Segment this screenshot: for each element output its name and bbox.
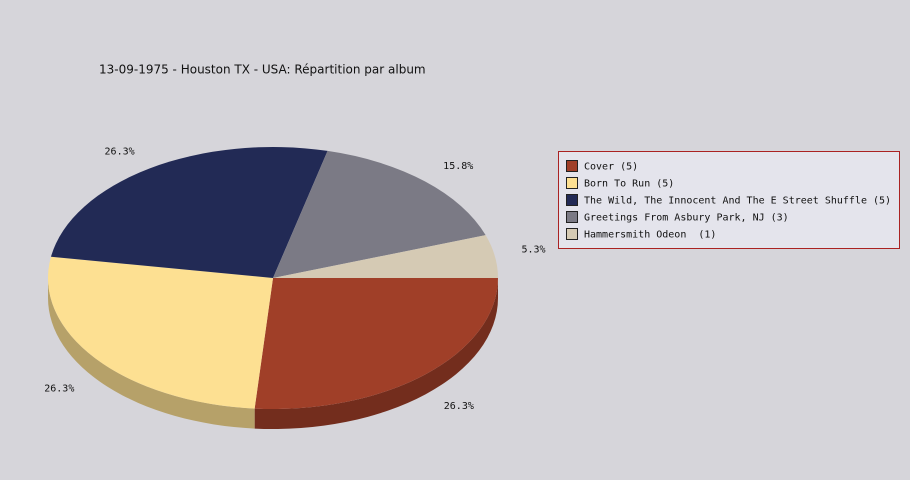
slice-side (254, 278, 498, 429)
legend-swatch (566, 194, 578, 206)
legend-label: Born To Run (5) (584, 179, 674, 190)
value-label: 15.8% (443, 161, 473, 172)
legend-label: Cover (5) (584, 162, 638, 173)
slice (273, 150, 486, 278)
chart-title: 13-09-1975 - Houston TX - USA: Répartiti… (99, 63, 426, 77)
value-label: 26.3% (105, 146, 135, 157)
legend-swatch (566, 177, 578, 189)
value-label: 26.3% (44, 383, 74, 394)
legend-label: The Wild, The Innocent And The E Street … (584, 196, 891, 207)
legend-label: Hammersmith Odeon (1) (584, 230, 716, 241)
slice (254, 278, 498, 409)
value-label: 26.3% (444, 401, 474, 412)
slice-side (48, 278, 255, 429)
legend-swatch (566, 228, 578, 240)
legend-box (558, 151, 900, 249)
legend-swatch (566, 160, 578, 172)
value-label: 5.3% (522, 245, 546, 256)
legend-label: Greetings From Asbury Park, NJ (3) (584, 213, 789, 224)
slice (50, 147, 328, 278)
slice (47, 256, 273, 409)
slice (273, 235, 498, 278)
legend-swatch (566, 211, 578, 223)
